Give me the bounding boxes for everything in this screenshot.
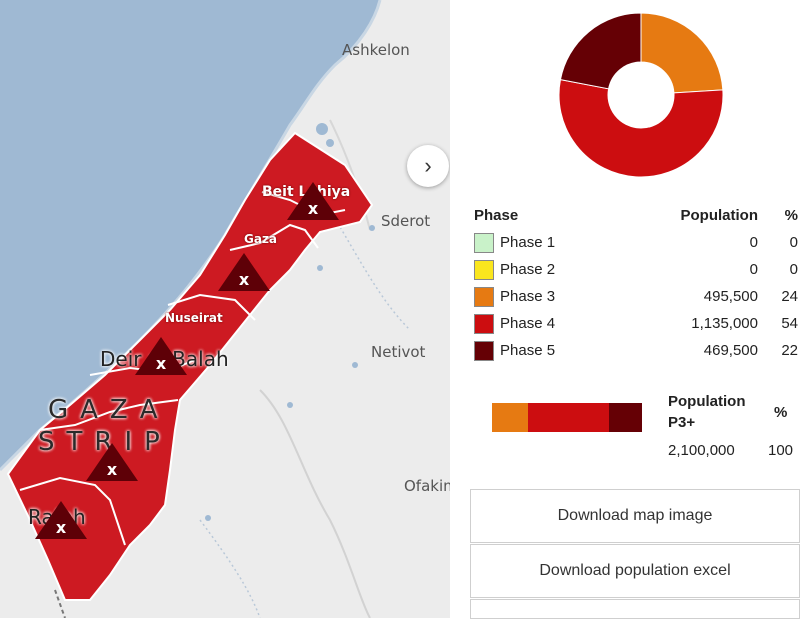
phase-percent: 0 — [789, 261, 798, 278]
phase-name: Phase 3 — [500, 287, 556, 305]
famine-marker-icon[interactable]: x — [217, 252, 271, 292]
p3plus-header-line2: P3+ — [668, 414, 696, 431]
donut-slice-phase-4[interactable] — [558, 79, 724, 178]
donut-slice-phase-3[interactable] — [640, 12, 724, 94]
map-view[interactable]: Ashkelon Sderot Netivot Ofakim Beit Lahi… — [0, 0, 450, 618]
phase-population: 0 — [749, 234, 758, 251]
svg-text:x: x — [107, 460, 118, 479]
legend-header-row: Phase Population % — [468, 202, 798, 229]
legend-row: Phase 1 0 0 — [468, 229, 798, 256]
strip-label-line2: STRIP — [38, 427, 172, 457]
phase-percent: 0 — [789, 234, 798, 251]
p3plus-population: 2,100,000 — [668, 442, 735, 459]
famine-marker-icon[interactable]: x — [134, 336, 188, 376]
phase-donut-chart — [558, 12, 724, 178]
legend-row: Phase 3 495,500 24 — [468, 283, 798, 310]
phase-population: 1,135,000 — [691, 315, 758, 332]
svg-text:x: x — [56, 518, 67, 537]
svg-text:x: x — [156, 354, 167, 373]
donut-slice-phase-5[interactable] — [559, 12, 642, 90]
phase-color-swatch — [474, 313, 494, 334]
svg-text:x: x — [308, 199, 319, 218]
legend-row: Phase 5 469,500 22 — [468, 337, 798, 364]
famine-marker-icon[interactable]: x — [286, 181, 340, 221]
p3plus-stacked-bar — [492, 403, 642, 432]
famine-marker-icon[interactable]: x — [34, 500, 88, 540]
svg-text:x: x — [239, 270, 250, 289]
phase-percent: 22 — [781, 342, 798, 359]
phase-color-swatch — [474, 259, 494, 280]
percent-header: % — [784, 207, 798, 224]
p3plus-percent-header: % — [774, 404, 788, 421]
city-label-ashkelon: Ashkelon — [342, 41, 410, 59]
phase-color-swatch — [474, 286, 494, 307]
chevron-right-icon[interactable]: › — [407, 145, 449, 187]
city-label-netivot: Netivot — [371, 343, 426, 361]
phase-population: 0 — [749, 261, 758, 278]
p3plus-bar-segment — [528, 403, 609, 432]
p3plus-percent: 100 — [768, 442, 794, 459]
phase-header: Phase — [474, 207, 519, 224]
phase-name: Phase 5 — [500, 341, 556, 359]
phase-legend-table: Phase Population % Phase 1 0 0 Phase 2 0… — [468, 202, 798, 364]
famine-marker-icon[interactable]: x — [85, 442, 139, 482]
area-label-gaza: Gaza — [244, 232, 278, 246]
p3plus-bar-segment — [492, 403, 528, 432]
legend-row: Phase 4 1,135,000 54 — [468, 310, 798, 337]
phase-percent: 24 — [781, 288, 798, 305]
phase-name: Phase 1 — [500, 233, 556, 251]
area-label-nuseirat: Nuseirat — [165, 311, 223, 325]
download-population-excel-button[interactable]: Download population excel — [470, 544, 800, 598]
phase-name: Phase 2 — [500, 260, 556, 278]
area-label-beit-lahiya: Beit Lahiya — [262, 184, 351, 200]
phase-color-swatch — [474, 232, 494, 253]
phase-population: 495,500 — [703, 288, 758, 305]
more-button[interactable] — [470, 599, 800, 619]
p3plus-header-line1: Population — [668, 393, 746, 410]
population-header: Population — [680, 207, 759, 224]
phase-color-swatch — [474, 340, 494, 361]
city-label-sderot: Sderot — [381, 212, 431, 230]
phase-name: Phase 4 — [500, 314, 556, 332]
strip-label-line1: GAZA — [48, 395, 170, 425]
city-label-ofakim: Ofakim — [404, 477, 450, 495]
legend-row: Phase 2 0 0 — [468, 256, 798, 283]
download-map-image-button[interactable]: Download map image — [470, 489, 800, 543]
phase-percent: 54 — [781, 315, 798, 332]
phase-population: 469,500 — [703, 342, 758, 359]
p3plus-bar-segment — [609, 403, 642, 432]
